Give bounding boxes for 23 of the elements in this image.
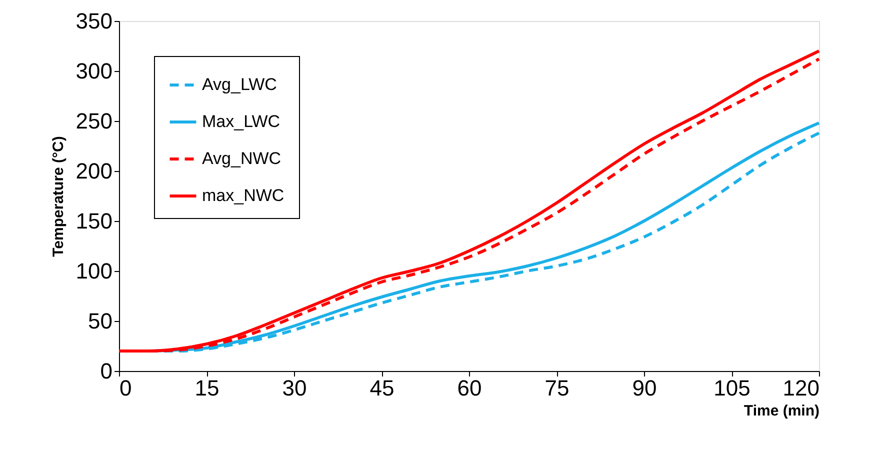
legend-label: Avg_NWC	[202, 149, 282, 168]
legend-label: max_NWC	[202, 186, 284, 205]
x-tick-label: 15	[194, 376, 220, 400]
x-tick-label: 90	[632, 376, 657, 400]
y-tick-label: 350	[76, 8, 112, 34]
y-tick-label: 150	[76, 208, 112, 234]
y-tick-label: 300	[76, 58, 112, 84]
legend-label: Avg_LWC	[202, 75, 277, 94]
y-tick-label: 250	[76, 108, 112, 134]
x-tick-label: 30	[282, 376, 307, 400]
legend-label: Max_LWC	[202, 112, 280, 131]
y-tick-label: 100	[76, 258, 112, 284]
y-tick-label: 200	[76, 158, 112, 184]
x-tick-label: 60	[457, 376, 482, 400]
x-axis-title: Time (min)	[744, 402, 820, 420]
x-tick-label: 0	[120, 376, 132, 400]
x-tick-label: 45	[370, 376, 394, 400]
y-tick-label: 0	[100, 358, 112, 384]
y-axis-title: Temperature (°C)	[50, 136, 67, 257]
x-tick-label: 120	[782, 376, 820, 400]
x-tick-label: 75	[544, 376, 570, 400]
y-tick-label: 50	[88, 308, 112, 334]
x-tick-label: 105	[714, 376, 750, 400]
